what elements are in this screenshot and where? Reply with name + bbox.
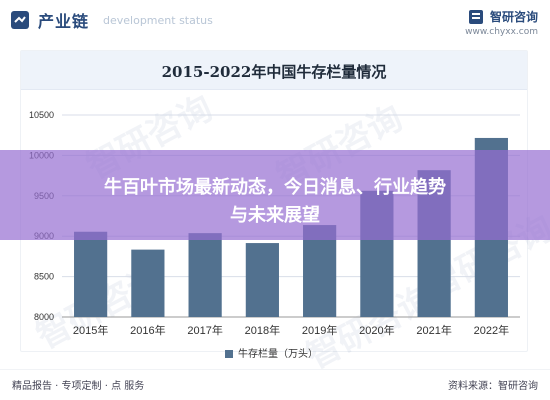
bar-2017年: [188, 233, 222, 317]
x-tick-label: 2015年: [73, 323, 108, 337]
top-bar: 产业链 development status 智研咨询 www.chyxx.co…: [0, 0, 550, 42]
x-tick-label: 2020年: [359, 323, 394, 337]
zhiyan-logo-icon: [468, 9, 483, 24]
footer-left: 精品报告 · 专项定制 · 点 服务: [12, 381, 145, 392]
brand-right-url: www.chyxx.com: [465, 27, 538, 37]
headline-line-1: 牛百叶市场最新动态，今日消息、行业趋势: [104, 177, 446, 198]
bar-2016年: [131, 249, 165, 317]
chart-title-box: 2015-2022年中国牛存栏量情况: [21, 51, 527, 90]
brand-subtitle: development status: [103, 13, 213, 27]
x-tick-label: 2017年: [187, 323, 222, 337]
chart-title: 2015-2022年中国牛存栏量情况: [161, 63, 387, 81]
headline-overlay: [0, 150, 550, 240]
x-tick-label: 2016年: [130, 323, 165, 337]
bar-2015年: [74, 231, 108, 317]
brand-right-name: 智研咨询: [489, 10, 538, 24]
x-tick-label: 2019年: [302, 323, 337, 337]
headline-line-2: 与未来展望: [230, 205, 320, 226]
y-tick-label: 10500: [29, 110, 54, 120]
footer-right: 资料来源：智研咨询: [448, 381, 538, 392]
y-tick-label: 8500: [34, 272, 54, 282]
bar-2018年: [245, 243, 279, 317]
x-tick-label: 2021年: [416, 323, 451, 337]
legend-swatch: [225, 350, 233, 358]
footer: 精品报告 · 专项定制 · 点 服务 资料来源：智研咨询: [0, 369, 550, 400]
x-tick-label: 2022年: [474, 323, 509, 337]
bar-2019年: [303, 225, 337, 317]
brand-left: 产业链 development status: [10, 8, 213, 32]
headline-text: 牛百叶市场最新动态，今日消息、行业趋势 与未来展望: [0, 174, 550, 230]
x-tick-label: 2018年: [245, 323, 280, 337]
y-tick-label: 8000: [34, 312, 54, 322]
legend-label: 牛存栏量（万头）: [238, 347, 318, 360]
brand-title: 产业链: [38, 12, 90, 31]
chain-logo-icon: [11, 11, 29, 29]
brand-right: 智研咨询 www.chyxx.com: [465, 8, 538, 37]
